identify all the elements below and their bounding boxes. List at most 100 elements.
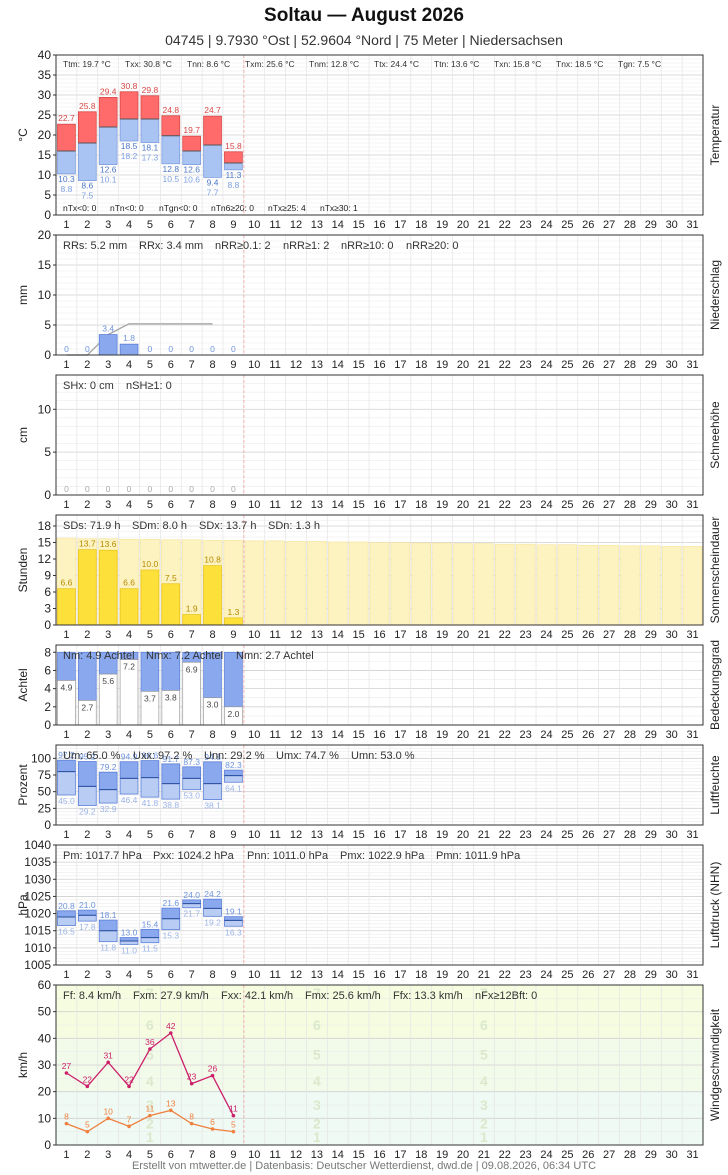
y-tick-label: 18 bbox=[38, 519, 52, 533]
pressure-upper-bar bbox=[224, 916, 243, 921]
x-tick-label: 8 bbox=[209, 629, 215, 641]
x-tick-label: 26 bbox=[582, 359, 594, 371]
x-tick-label: 8 bbox=[209, 499, 215, 511]
possible-sun-bar bbox=[286, 541, 306, 626]
y-tick-label: 2 bbox=[44, 700, 51, 714]
x-tick-label: 1 bbox=[63, 219, 69, 231]
pressure-max-label: 18.1 bbox=[100, 910, 117, 920]
x-tick-label: 26 bbox=[582, 219, 594, 231]
panel-stat: Fmx: 25.6 km/h bbox=[305, 990, 381, 1002]
x-tick-label: 9 bbox=[230, 629, 236, 641]
beaufort-label: 1 bbox=[480, 1129, 488, 1145]
temp-ground-label: 18.2 bbox=[121, 151, 138, 161]
y-axis-label: Stunden bbox=[16, 548, 30, 593]
sunshine-bar bbox=[98, 549, 118, 626]
beaufort-label: 2 bbox=[146, 1116, 154, 1132]
temp-max-label: 24.8 bbox=[163, 105, 180, 115]
x-tick-label: 25 bbox=[561, 499, 573, 511]
humidity-upper-bar bbox=[161, 763, 181, 785]
cloud-label: 7.2 bbox=[123, 662, 135, 672]
x-tick-label: 27 bbox=[603, 969, 615, 981]
pressure-min-label: 11.0 bbox=[121, 945, 137, 955]
possible-sun-bar bbox=[578, 544, 598, 626]
gust-point bbox=[106, 1060, 110, 1065]
panel-stat: nRR≥1: 2 bbox=[283, 240, 329, 252]
panel-stat: RRx: 3.4 mm bbox=[139, 240, 203, 252]
x-tick-label: 16 bbox=[373, 219, 385, 231]
temp-max-label: 25.8 bbox=[79, 101, 96, 111]
pressure-upper-bar bbox=[203, 898, 222, 909]
x-tick-label: 28 bbox=[624, 729, 636, 741]
x-tick-label: 24 bbox=[540, 1149, 552, 1161]
x-tick-label: 19 bbox=[436, 219, 448, 231]
y-tick-label: 20 bbox=[38, 228, 52, 242]
x-tick-label: 18 bbox=[415, 729, 427, 741]
x-tick-label: 14 bbox=[332, 629, 344, 641]
x-tick-label: 24 bbox=[540, 829, 552, 841]
temp-max-bar bbox=[224, 151, 243, 164]
x-tick-label: 5 bbox=[147, 499, 153, 511]
possible-sun-bar bbox=[474, 543, 494, 626]
humidity-min-label: 45.0 bbox=[58, 796, 75, 806]
panel-stat: Tnn: 8.6 °C bbox=[187, 59, 230, 69]
panel-stat: Pmn: 1011.9 hPa bbox=[436, 850, 521, 862]
pressure-min-label: 15.3 bbox=[163, 931, 180, 941]
x-tick-label: 14 bbox=[332, 219, 344, 231]
temp-count: nTgn<0: 0 bbox=[159, 203, 198, 213]
x-tick-label: 14 bbox=[332, 829, 344, 841]
snow-label: 0 bbox=[148, 484, 153, 494]
y-axis-label: cm bbox=[16, 427, 30, 443]
x-tick-label: 26 bbox=[582, 729, 594, 741]
x-tick-label: 9 bbox=[230, 729, 236, 741]
x-tick-label: 6 bbox=[168, 499, 174, 511]
x-tick-label: 31 bbox=[686, 1149, 698, 1161]
x-tick-label: 5 bbox=[147, 1149, 153, 1161]
possible-sun-bar bbox=[515, 543, 536, 626]
temp-min-bar bbox=[77, 142, 97, 181]
x-tick-label: 20 bbox=[457, 499, 469, 511]
cloud-label: 3.0 bbox=[207, 700, 219, 710]
x-tick-label: 3 bbox=[105, 969, 111, 981]
possible-sun-bar bbox=[328, 541, 348, 626]
x-tick-label: 25 bbox=[561, 829, 573, 841]
pressure-min-label: 21.7 bbox=[183, 909, 200, 919]
humidity-max-label: 94.8 bbox=[204, 752, 221, 762]
beaufort-label: 2 bbox=[480, 1116, 488, 1132]
x-tick-label: 23 bbox=[519, 729, 531, 741]
humidity-min-label: 53.0 bbox=[183, 791, 200, 801]
temp-min-label: 10.3 bbox=[58, 174, 75, 184]
humidity-upper-bar bbox=[224, 769, 243, 777]
x-tick-label: 26 bbox=[582, 499, 594, 511]
panel-stat: SDn: 1.3 h bbox=[268, 520, 320, 532]
pressure-lower-bar bbox=[203, 908, 222, 917]
y-tick-label: 3 bbox=[44, 602, 51, 616]
rain-label: 0 bbox=[168, 344, 173, 354]
x-tick-label: 23 bbox=[519, 969, 531, 981]
humidity-lower-bar bbox=[203, 783, 222, 801]
x-tick-label: 11 bbox=[269, 499, 280, 511]
x-tick-label: 14 bbox=[332, 359, 344, 371]
temp-max-label: 19.7 bbox=[183, 125, 200, 135]
y-tick-label: 1040 bbox=[24, 838, 51, 852]
pressure-max-label: 15.4 bbox=[142, 919, 159, 929]
y-axis-label: °C bbox=[16, 128, 30, 142]
humidity-lower-bar bbox=[98, 789, 118, 804]
possible-sun-bar bbox=[682, 546, 703, 626]
y-tick-label: 60 bbox=[38, 978, 52, 992]
x-tick-label: 13 bbox=[311, 829, 323, 841]
x-tick-label: 31 bbox=[686, 729, 698, 741]
y-tick-label: 50 bbox=[38, 785, 52, 799]
x-tick-label: 31 bbox=[686, 219, 698, 231]
x-tick-label: 25 bbox=[561, 629, 573, 641]
wind-label: 7 bbox=[127, 1114, 132, 1124]
x-tick-label: 17 bbox=[394, 219, 406, 231]
x-tick-label: 27 bbox=[603, 829, 615, 841]
y-tick-label: 1035 bbox=[24, 855, 51, 869]
x-tick-label: 7 bbox=[189, 829, 195, 841]
x-tick-label: 23 bbox=[519, 1149, 531, 1161]
wind-label: 6 bbox=[210, 1117, 215, 1127]
humidity-upper-bar bbox=[119, 761, 139, 779]
pressure-min-label: 17.8 bbox=[79, 922, 96, 932]
